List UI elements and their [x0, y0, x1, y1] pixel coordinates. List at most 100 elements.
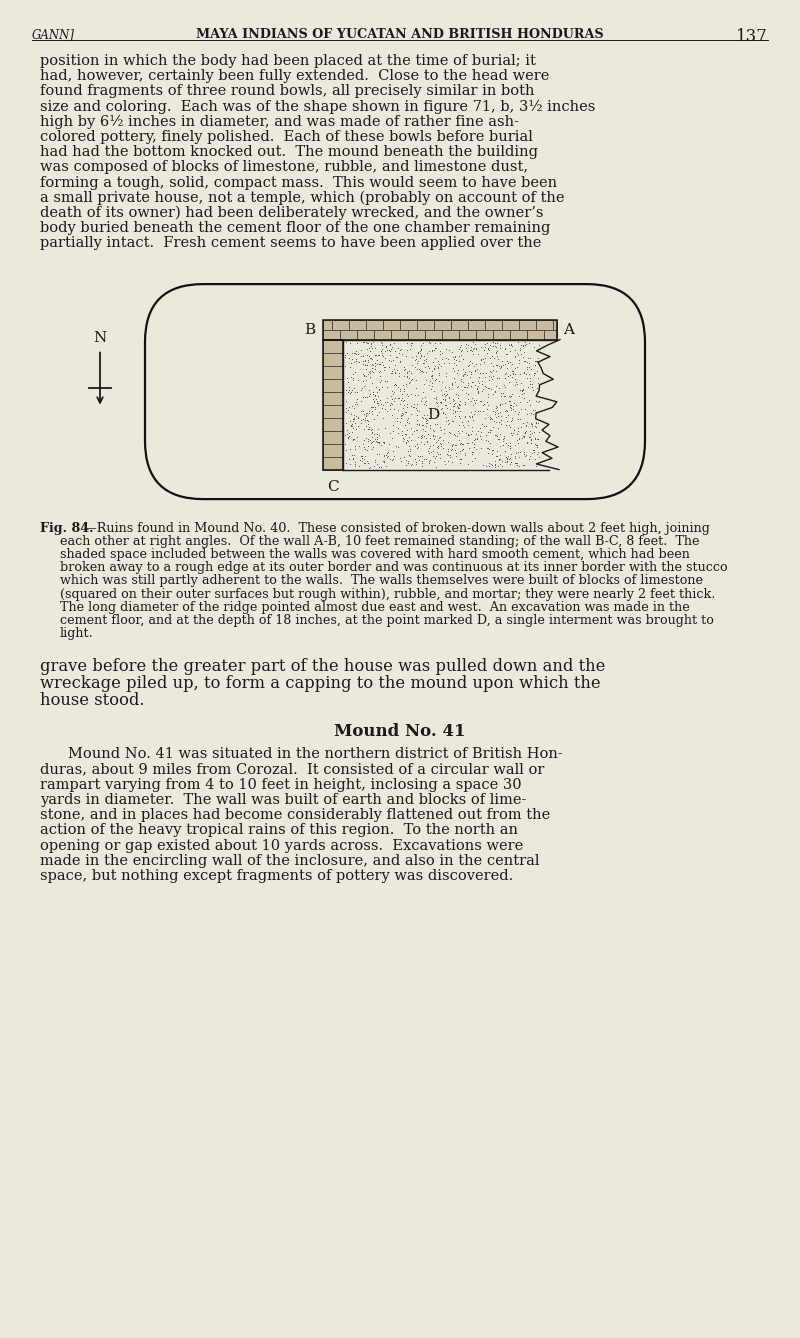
- Point: [348, 377, 361, 399]
- Point: [356, 446, 369, 467]
- Point: [533, 446, 546, 467]
- Point: [399, 359, 412, 380]
- Point: [362, 452, 374, 474]
- Point: [462, 356, 474, 377]
- Point: [455, 412, 468, 434]
- Point: [422, 452, 435, 474]
- Point: [395, 405, 408, 427]
- Point: [430, 405, 442, 427]
- Point: [514, 408, 526, 429]
- Point: [522, 425, 535, 447]
- Point: [352, 369, 365, 391]
- Point: [418, 407, 431, 428]
- Point: [510, 454, 523, 475]
- Point: [437, 417, 450, 439]
- Point: [506, 360, 518, 381]
- Point: [486, 356, 499, 377]
- Point: [466, 340, 478, 361]
- Point: [347, 351, 360, 372]
- Point: [503, 396, 516, 417]
- Point: [374, 365, 386, 387]
- Point: [342, 381, 354, 403]
- Point: [343, 438, 356, 459]
- Point: [486, 336, 499, 357]
- Point: [363, 348, 376, 369]
- Point: [447, 395, 460, 416]
- Point: [432, 371, 445, 392]
- Point: [531, 392, 544, 413]
- Point: [494, 337, 506, 359]
- Point: [368, 451, 381, 472]
- Point: [487, 439, 500, 460]
- Point: [366, 383, 379, 404]
- Point: [378, 360, 390, 381]
- Point: [493, 377, 506, 399]
- Point: [482, 421, 495, 443]
- Bar: [493, 329, 510, 340]
- Point: [410, 434, 423, 455]
- Point: [400, 383, 413, 404]
- Point: [523, 373, 536, 395]
- Point: [354, 412, 367, 434]
- Point: [482, 384, 494, 405]
- Point: [508, 435, 521, 456]
- Point: [400, 367, 413, 388]
- Point: [453, 339, 466, 360]
- Point: [489, 381, 502, 403]
- Bar: [349, 320, 366, 329]
- Point: [500, 432, 513, 454]
- Point: [425, 375, 438, 396]
- Point: [389, 361, 402, 383]
- Point: [367, 436, 380, 458]
- Point: [361, 439, 374, 460]
- Point: [411, 393, 424, 415]
- Point: [350, 419, 362, 440]
- Point: [419, 351, 432, 372]
- Point: [495, 393, 508, 415]
- Point: [491, 348, 504, 369]
- Point: [517, 379, 530, 400]
- Point: [511, 357, 524, 379]
- Bar: [323, 392, 343, 404]
- Point: [388, 359, 401, 380]
- Point: [400, 423, 413, 444]
- Point: [513, 385, 526, 407]
- Point: [350, 343, 362, 364]
- Point: [349, 454, 362, 475]
- Point: [397, 431, 410, 452]
- Point: [482, 395, 494, 416]
- Point: [350, 348, 362, 369]
- Point: [393, 340, 406, 361]
- Point: [416, 415, 429, 436]
- Point: [465, 340, 478, 361]
- Point: [457, 348, 470, 369]
- Point: [418, 349, 430, 371]
- Point: [416, 407, 429, 428]
- Point: [456, 364, 469, 385]
- Point: [362, 431, 374, 452]
- Point: [497, 428, 510, 450]
- Point: [466, 405, 478, 427]
- Point: [465, 372, 478, 393]
- Point: [490, 395, 502, 416]
- Point: [498, 363, 511, 384]
- Point: [384, 333, 397, 355]
- Point: [472, 343, 485, 364]
- Point: [467, 339, 480, 360]
- Point: [510, 429, 523, 451]
- Point: [507, 423, 520, 444]
- Point: [474, 349, 487, 371]
- Text: colored pottery, finely polished.  Each of these bowls before burial: colored pottery, finely polished. Each o…: [40, 130, 533, 145]
- Point: [404, 417, 417, 439]
- Point: [455, 434, 468, 455]
- Point: [505, 423, 518, 444]
- Point: [427, 357, 440, 379]
- Point: [454, 395, 466, 416]
- Point: [476, 377, 489, 399]
- Point: [523, 389, 536, 411]
- Point: [448, 389, 461, 411]
- Text: GANN]: GANN]: [32, 28, 75, 41]
- Text: a small private house, not a temple, which (probably on account of the: a small private house, not a temple, whi…: [40, 191, 565, 205]
- Point: [500, 451, 513, 472]
- Point: [386, 383, 399, 404]
